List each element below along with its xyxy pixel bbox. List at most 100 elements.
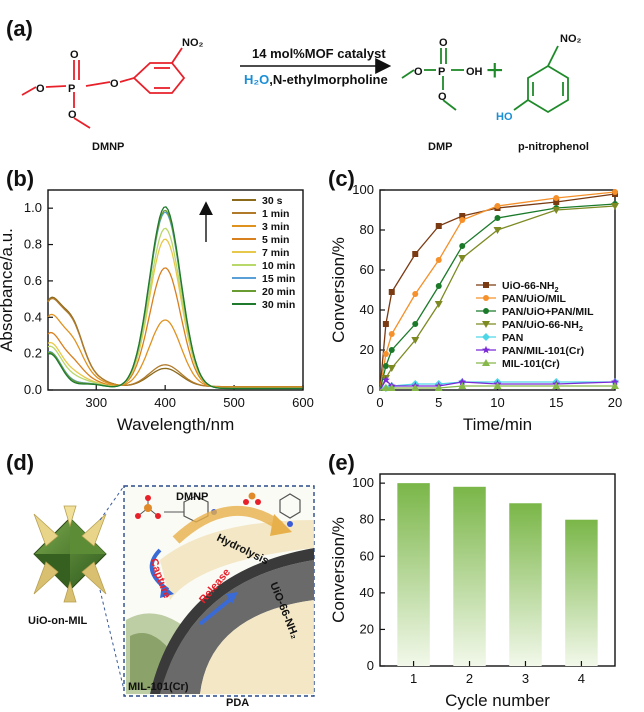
- spectrum-line: [47, 313, 303, 388]
- bar: [397, 483, 430, 666]
- spectrum-line: [47, 206, 303, 390]
- x-tick-label: 300: [85, 395, 107, 410]
- reactant-label: DMNP: [92, 141, 124, 153]
- x-tick-label: 15: [549, 395, 563, 410]
- svg-text:O: O: [70, 49, 79, 61]
- bar: [509, 503, 542, 666]
- data-point: [494, 215, 501, 221]
- svg-text:O: O: [68, 109, 77, 121]
- x-axis-label: Time/min: [463, 415, 532, 434]
- conversion-time-chart: 0 20 40 60 80 100 0 5 10 15 20 Time/min Conversion/%…: [329, 182, 622, 434]
- condition-bottom: H₂O,N-ethylmorpholine: [244, 72, 388, 87]
- dmnp-atoms: O O P O O NO₂: [36, 37, 204, 121]
- data-point: [412, 251, 419, 257]
- x-tick-label: 20: [608, 395, 622, 410]
- y-tick-label: 0.8: [24, 237, 42, 252]
- data-point: [482, 321, 490, 328]
- bar: [565, 519, 598, 666]
- data-point: [382, 321, 389, 327]
- y-tick-label: 80: [360, 512, 374, 527]
- data-point: [482, 333, 490, 341]
- data-point: [459, 217, 466, 223]
- dmnp-schematic-label: DMNP: [176, 491, 208, 503]
- y-axis-label: Absorbance/a.u.: [0, 228, 16, 352]
- y-tick-label: 40: [360, 302, 374, 317]
- data-point: [411, 337, 420, 344]
- data-point: [482, 359, 490, 366]
- data-point: [494, 203, 501, 209]
- panel-label-c: (c): [328, 166, 355, 191]
- data-point: [435, 257, 442, 263]
- data-point: [611, 203, 619, 210]
- legend-label: PAN: [502, 332, 523, 344]
- x-tick-label: 600: [292, 395, 314, 410]
- data-point: [434, 384, 443, 391]
- panel-label-a: (a): [6, 16, 33, 41]
- y-tick-label: 40: [360, 585, 374, 600]
- x-tick-label: 0: [376, 395, 383, 410]
- legend-label: 7 min: [262, 247, 289, 259]
- no2-label: NO₂: [560, 33, 582, 45]
- data-point: [435, 283, 442, 289]
- x-tick-label: 1: [410, 671, 417, 686]
- product2-label: p-nitrophenol: [518, 141, 589, 153]
- uio-on-mil-label: UiO-on-MIL: [28, 615, 88, 627]
- data-point: [483, 282, 489, 288]
- x-tick-label: 3: [522, 671, 529, 686]
- legend-label: PAN/MIL-101(Cr): [502, 345, 584, 357]
- y-tick-label: 60: [360, 262, 374, 277]
- data-point: [388, 331, 395, 337]
- dmp-atoms: O O P OH O: [414, 37, 483, 103]
- plot-frame: [47, 189, 304, 391]
- data-point: [552, 382, 561, 389]
- data-point: [611, 377, 619, 386]
- svg-text:O: O: [110, 78, 119, 90]
- cycle-bar-chart: 0 20 40 60 80 100 Cycle number Conversion/% 1 2 3 4: [329, 473, 616, 710]
- svg-text:O: O: [439, 37, 448, 49]
- legend-label: PAN/UiO/MIL: [502, 293, 567, 305]
- legend-label: 30 s: [262, 195, 283, 207]
- legend-label: 3 min: [262, 221, 289, 233]
- data-point: [458, 382, 467, 389]
- y-tick-label: 20: [360, 342, 374, 357]
- data-point: [459, 243, 466, 249]
- legend-label: 1 min: [262, 208, 289, 220]
- pda-label: PDA: [226, 697, 249, 709]
- plus-sign: +: [486, 54, 504, 87]
- y-tick-label: 0: [367, 382, 374, 397]
- data-point: [382, 363, 389, 369]
- x-tick-label: 500: [223, 395, 245, 410]
- data-point: [412, 321, 419, 327]
- y-tick-label: 100: [352, 475, 374, 490]
- data-point: [411, 384, 420, 391]
- data-point: [482, 345, 490, 354]
- svg-text:O: O: [414, 66, 423, 78]
- legend-label: MIL-101(Cr): [502, 358, 560, 370]
- x-tick-label: 400: [154, 395, 176, 410]
- p-nitrophenol-structure: [513, 45, 569, 114]
- y-tick-label: 0: [367, 658, 374, 673]
- data-point: [435, 223, 442, 229]
- x-axis-label: Wavelength/nm: [117, 415, 234, 434]
- legend-label: PAN/UiO-66-NH2: [502, 319, 583, 333]
- uio-on-mil-octahedron: [33, 505, 107, 603]
- y-axis-label: Conversion/%: [329, 237, 348, 343]
- data-point: [483, 308, 489, 314]
- data-point: [493, 382, 502, 389]
- dmp-structure: [401, 48, 464, 111]
- svg-text:O: O: [438, 91, 447, 103]
- svg-text:NO₂: NO₂: [182, 37, 204, 49]
- x-tick-label: 5: [435, 395, 442, 410]
- condition-top: 14 mol%MOF catalyst: [252, 46, 386, 61]
- data-point: [387, 365, 396, 372]
- data-point: [459, 213, 466, 219]
- legend-label: 30 min: [262, 299, 295, 311]
- y-tick-label: 60: [360, 548, 374, 563]
- dmnp-structure: [21, 47, 186, 129]
- panel-label-e: (e): [328, 450, 355, 475]
- data-point: [553, 195, 560, 201]
- panel-label-d: (d): [6, 450, 34, 475]
- y-tick-label: 0.2: [24, 346, 42, 361]
- y-axis-label: Conversion/%: [329, 517, 348, 623]
- data-point: [612, 189, 618, 195]
